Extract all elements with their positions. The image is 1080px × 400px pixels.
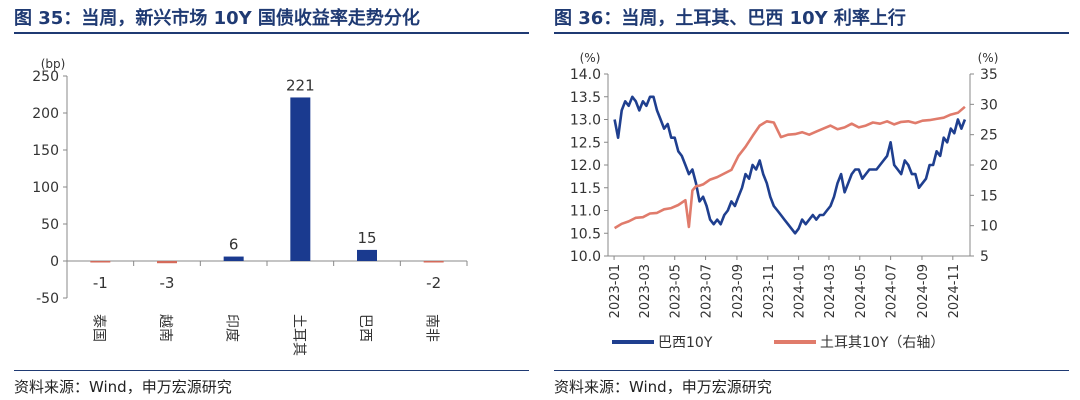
line-x-tick-label-1: 2023-03 (638, 264, 653, 318)
bar-2 (223, 256, 244, 261)
legend-label-1: 土耳其10Y（右轴） (820, 335, 944, 351)
line-x-tick-label-5: 2023-11 (762, 264, 777, 318)
figure-35-title: 图 35：当周，新兴市场 10Y 国债收益率走势分化 (14, 8, 420, 29)
line-right-tick-label-3: 20 (980, 158, 998, 174)
line-x-tick-label-2: 2023-05 (669, 264, 684, 318)
bar-value-label-2: 6 (229, 236, 239, 254)
line-x-tick-label-4: 2023-09 (731, 264, 746, 318)
line-right-tick-label-2: 15 (980, 188, 998, 204)
line-right-tick-label-6: 35 (980, 67, 998, 83)
figure-35-source: 资料来源：Wind，申万宏源研究 (14, 378, 232, 396)
line-series-0 (613, 95, 967, 235)
line-x-tick-label-3: 2023-07 (700, 264, 715, 318)
figure-35-source-rule (14, 370, 529, 371)
line-left-tick-label-7: 13.5 (570, 90, 601, 106)
figure-35-title-rule (14, 32, 529, 34)
line-left-tick-label-3: 11.5 (570, 181, 601, 197)
line-series-1 (613, 105, 966, 230)
figure-36-panel: 图 36：当周，土耳其、巴西 10Y 利率上行 (%) (%) 10.0 10.5 11… (552, 0, 1072, 400)
line-x-tick-label-11: 2024-11 (947, 264, 962, 318)
bar-y-tick-label-3: 100 (32, 180, 59, 196)
line-chart: (%) (%) 10.0 10.5 11.0 11.5 12.0 12.5 13.0 13.5 14… (570, 51, 999, 351)
bar-y-tick-label-1: 0 (50, 254, 59, 270)
bar-value-label-1: -3 (160, 274, 175, 292)
line-right-tick-label-0: 5 (980, 249, 989, 265)
line-right-tick-label-1: 10 (980, 219, 998, 235)
bar-category-label-1: 越南 (157, 314, 173, 342)
bar-chart: (bp) -50 0 50 100 150 200 250 -1 泰国 -3 越南 6 印度 221 土耳其 1… (32, 57, 468, 356)
bar-4 (357, 249, 377, 261)
figure-35-panel: 图 35：当周，新兴市场 10Y 国债收益率走势分化 (bp) -50 0 50 100… (12, 0, 532, 400)
line-right-tick-label-5: 30 (980, 97, 998, 113)
line-right-tick-label-4: 25 (980, 128, 998, 144)
line-x-tick-label-7: 2024-03 (823, 264, 838, 318)
line-x-tick-label-0: 2023-01 (608, 264, 623, 318)
bar-category-label-4: 巴西 (357, 314, 373, 342)
bar-y-tick-label-2: 50 (41, 217, 59, 233)
line-x-tick-label-8: 2024-05 (854, 264, 869, 318)
bar-value-label-4: 15 (357, 229, 376, 247)
bar-value-label-3: 221 (286, 76, 315, 94)
line-left-tick-label-6: 13.0 (570, 113, 601, 129)
line-left-tick-label-5: 12.5 (570, 135, 601, 151)
bar-category-label-0: 泰国 (90, 314, 106, 342)
bar-5 (423, 261, 444, 263)
line-left-tick-label-1: 10.5 (570, 226, 601, 242)
bar-y-tick-label-5: 200 (32, 106, 59, 122)
bar-0 (90, 261, 111, 263)
line-right-unit-label: (%) (978, 51, 999, 65)
figure-36-source: 资料来源：Wind，申万宏源研究 (554, 378, 772, 396)
bar-3 (290, 97, 311, 262)
bar-y-unit-label: (bp) (41, 57, 66, 71)
line-left-tick-label-4: 12.0 (570, 158, 601, 174)
figure-36-title: 图 36：当周，土耳其、巴西 10Y 利率上行 (554, 8, 906, 29)
line-x-tick-label-9: 2024-07 (885, 264, 900, 318)
line-left-tick-label-2: 11.0 (570, 204, 601, 220)
line-left-unit-label: (%) (580, 51, 601, 65)
line-left-tick-label-0: 10.0 (570, 249, 601, 265)
figure-36-source-rule (554, 370, 1069, 371)
bar-category-label-3: 土耳其 (290, 314, 306, 356)
line-x-tick-label-6: 2024-01 (793, 264, 808, 318)
bar-category-label-5: 南非 (424, 314, 440, 342)
bar-y-tick-label-0: -50 (36, 291, 59, 307)
bar-y-tick-label-4: 150 (32, 143, 59, 159)
line-x-tick-label-10: 2024-09 (916, 264, 931, 318)
bar-value-label-5: -2 (426, 274, 441, 292)
bar-1 (157, 261, 177, 264)
legend-label-0: 巴西10Y (658, 335, 713, 351)
bar-category-label-2: 印度 (224, 314, 240, 342)
figure-36-title-rule (554, 32, 1069, 34)
line-left-tick-label-8: 14.0 (570, 67, 601, 83)
bar-value-label-0: -1 (93, 274, 108, 292)
bar-y-tick-label-6: 250 (32, 69, 59, 85)
